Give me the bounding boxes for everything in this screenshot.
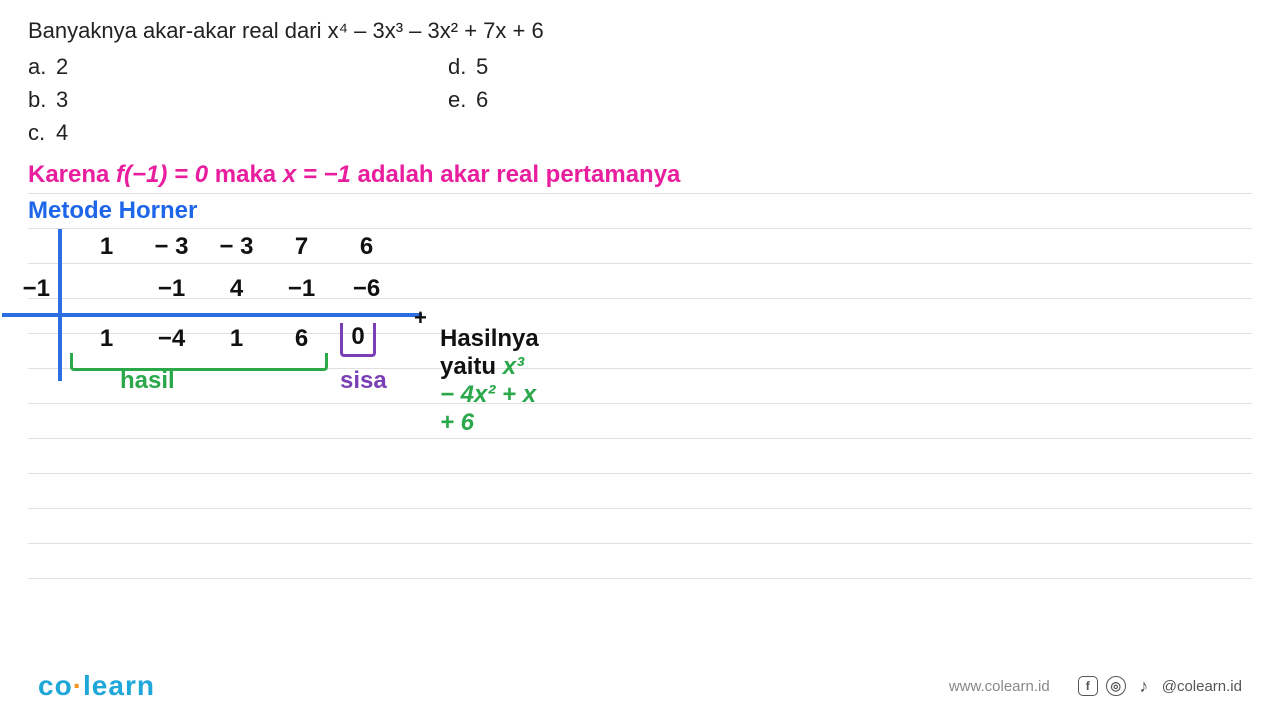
options: a.2 b.3 c.4 d.5 e.6 [28, 50, 1252, 149]
option-e: e.6 [448, 83, 488, 116]
question-poly: x⁴ – 3x³ – 3x² + 7x + 6 [328, 18, 544, 43]
footer-url: www.colearn.id [949, 678, 1050, 695]
logo: co·learn [38, 670, 155, 702]
horner-row-2: −1 4 −1 −6 [74, 275, 399, 303]
solution-area: Karena f(−1) = 0 maka x = −1 adalah akar… [28, 159, 1252, 579]
social-handle: @colearn.id [1162, 678, 1242, 695]
horner-row-1: 1 − 3 − 3 7 6 [74, 233, 399, 261]
tiktok-icon: ♪ [1134, 676, 1154, 696]
question-text: Banyaknya akar-akar real dari [28, 18, 328, 43]
metode-label: Metode Horner [28, 197, 197, 225]
horner-hbar [2, 313, 422, 317]
options-right: d.5 e.6 [448, 50, 488, 149]
sisa-label: sisa [340, 367, 387, 395]
social-block: f ◎ ♪ @colearn.id [1078, 676, 1242, 696]
x-eq: x = −1 [283, 161, 351, 188]
horner-vbar [58, 229, 62, 381]
sisa-box: 0 [340, 323, 376, 357]
option-c: c.4 [28, 116, 448, 149]
option-a: a.2 [28, 50, 448, 83]
question-stem: Banyaknya akar-akar real dari x⁴ – 3x³ –… [28, 18, 1252, 44]
hasil-label: hasil [120, 367, 175, 395]
option-b: b.3 [28, 83, 448, 116]
plus-sign: + [414, 305, 427, 331]
content-area: Banyaknya akar-akar real dari x⁴ – 3x³ –… [0, 0, 1280, 579]
hasilnya-line: Hasilnya yaitu x³ − 4x² + x + 6 [440, 325, 539, 437]
instagram-icon: ◎ [1106, 676, 1126, 696]
logo-dot: · [73, 670, 83, 701]
facebook-icon: f [1078, 676, 1098, 696]
hasil-bracket [70, 353, 328, 371]
option-d: d.5 [448, 50, 488, 83]
f-eq: f(−1) = 0 [116, 161, 208, 188]
options-left: a.2 b.3 c.4 [28, 50, 448, 149]
karena-line: Karena f(−1) = 0 maka x = −1 adalah akar… [28, 161, 680, 189]
horner-divisor: −1 [2, 275, 50, 303]
footer: co·learn www.colearn.id f ◎ ♪ @colearn.i… [0, 670, 1280, 702]
